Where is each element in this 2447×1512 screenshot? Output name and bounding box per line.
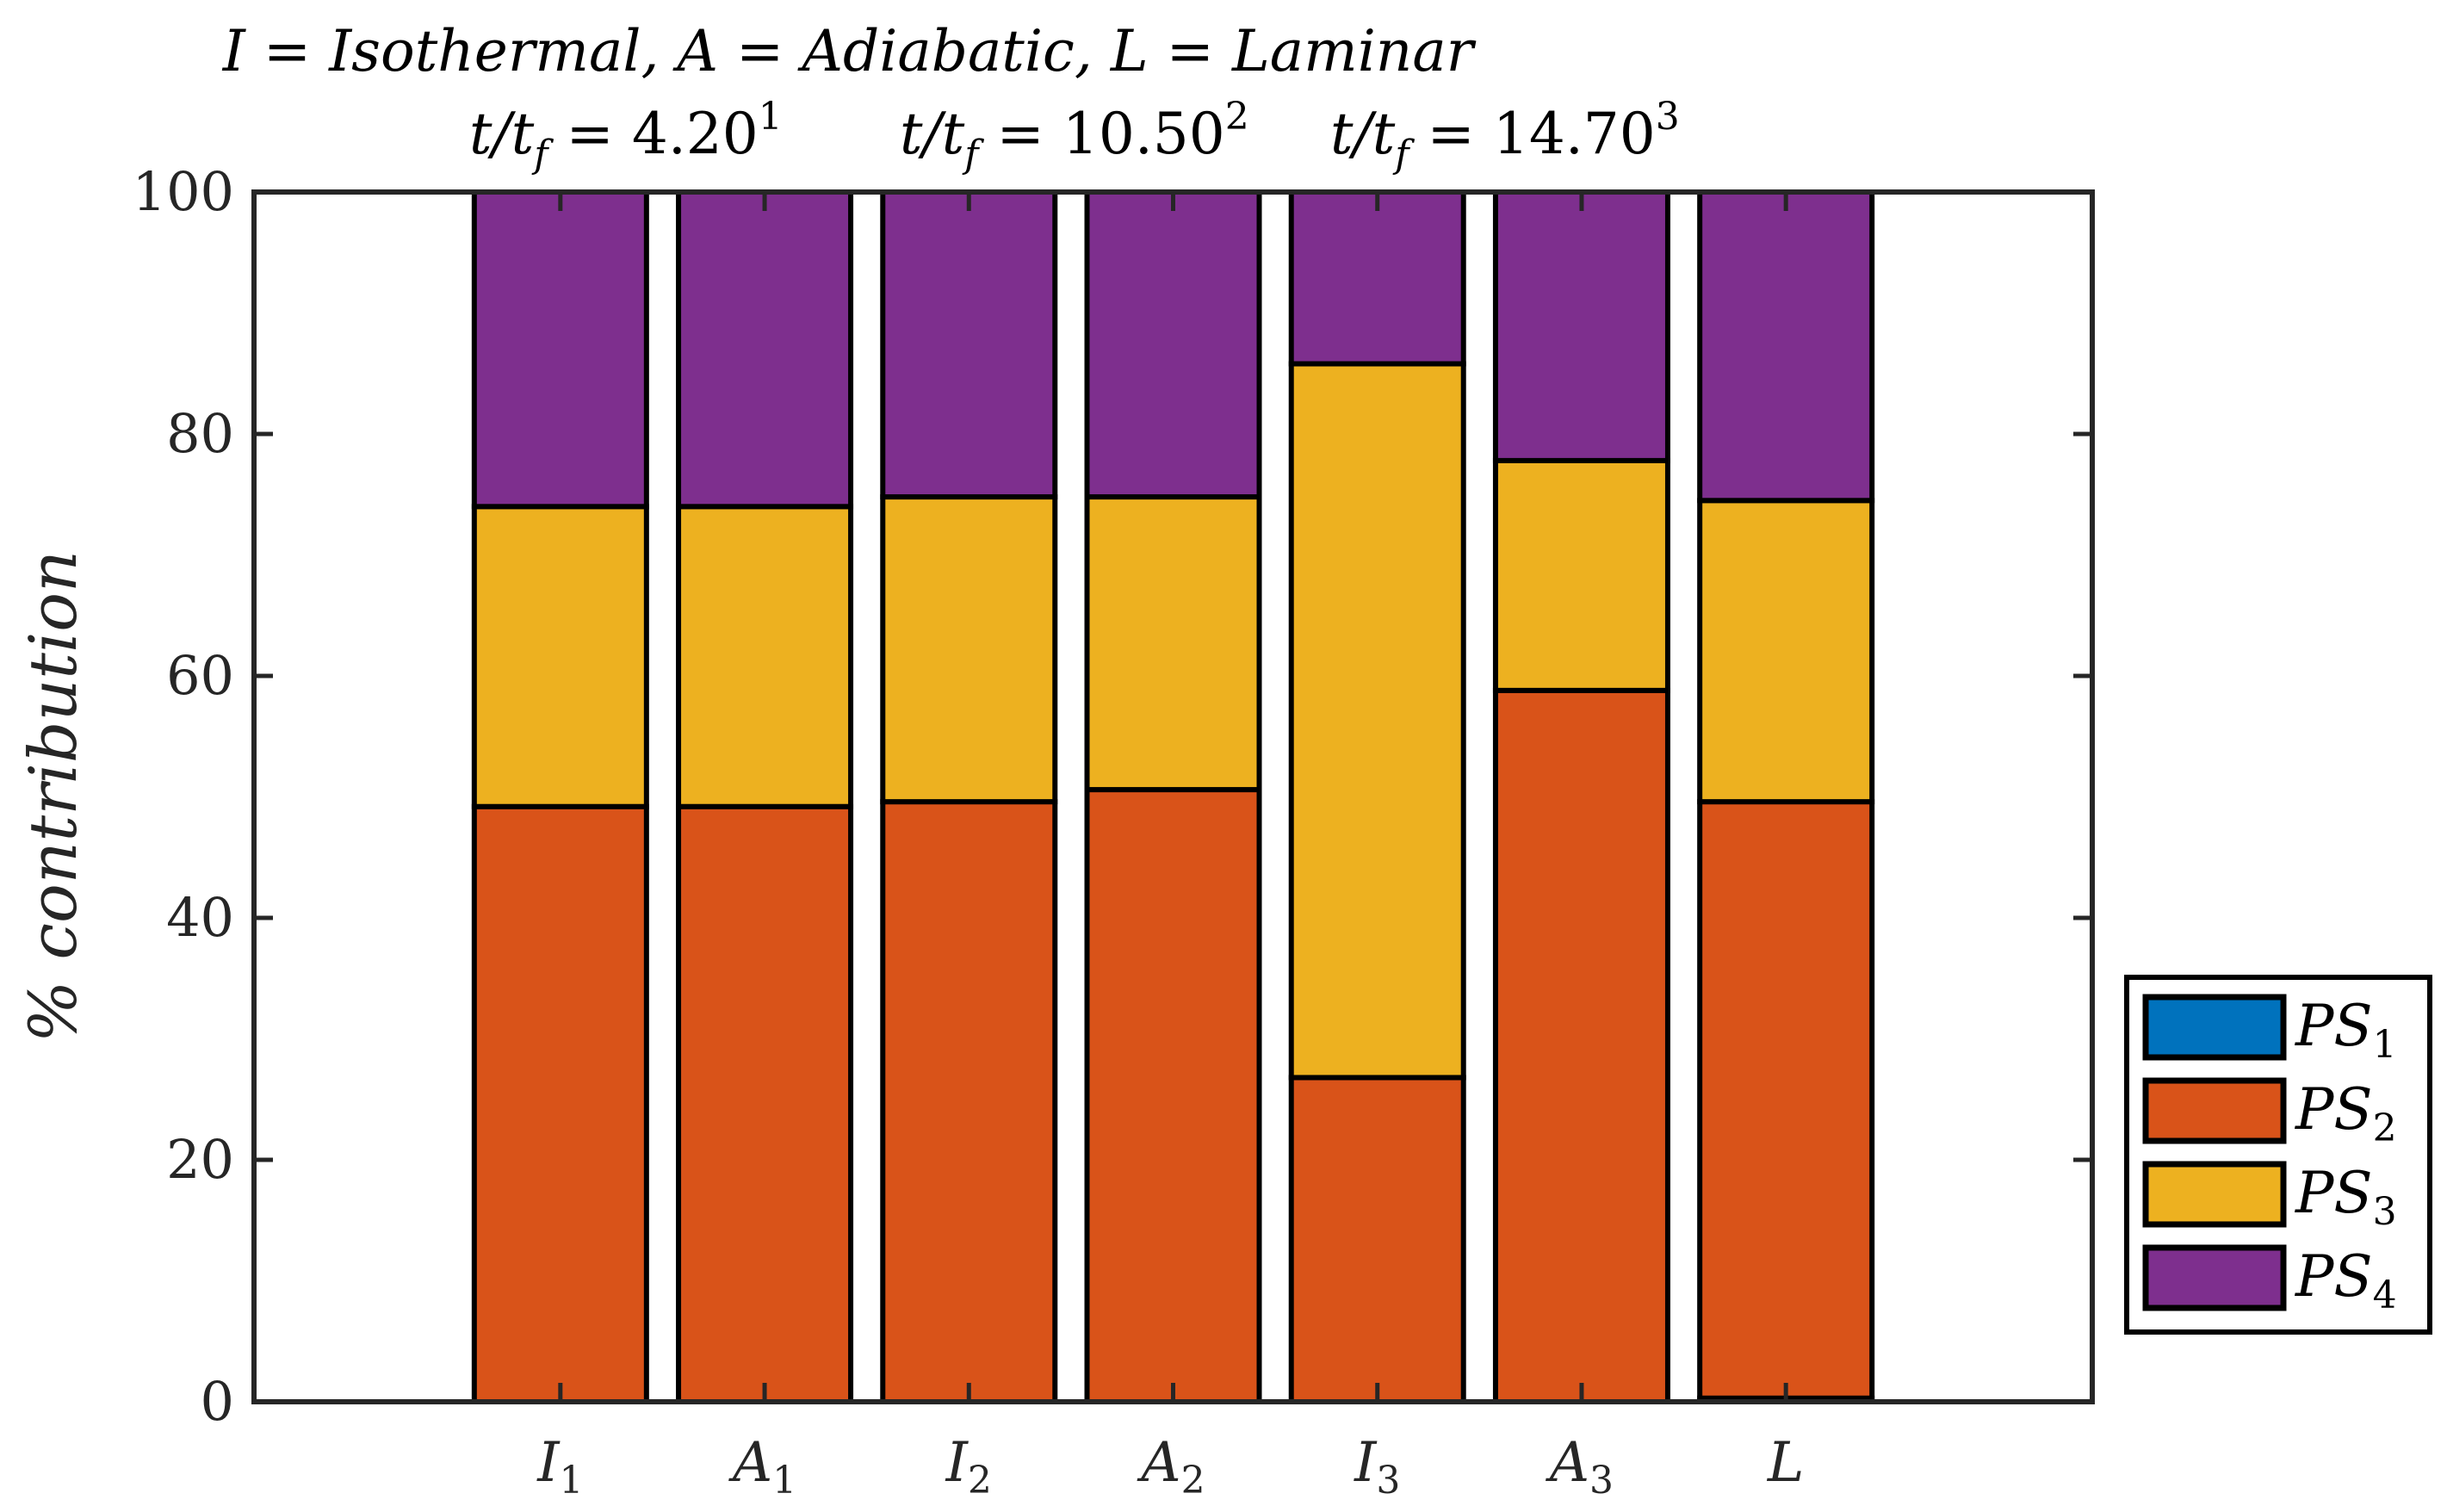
x-tick-label-a2: A2: [1137, 1431, 1205, 1503]
y-tick-label-0: 0: [201, 1370, 234, 1433]
bar-segment-i2-ps4: [880, 189, 1058, 500]
x-tick-label-l: L: [1767, 1431, 1805, 1495]
y-tick-label-100: 100: [133, 160, 234, 223]
title-time-1: t/tf = 4.201: [469, 95, 783, 177]
bar-segment-a2-ps3: [1084, 494, 1262, 793]
bar-segment-i1-ps3: [471, 504, 649, 809]
x-tick-labels: I1 A1 I2 A2 I3 A3 L: [536, 1431, 1804, 1503]
bar-segment-l-ps3: [1697, 498, 1875, 805]
y-tick-label-40: 40: [166, 886, 234, 949]
bar-segment-l-ps2: [1697, 799, 1875, 1401]
title-time-3: t/tf = 14.703: [1330, 95, 1680, 177]
x-tick-label-a1: A1: [728, 1431, 796, 1503]
y-tick-label-80: 80: [166, 402, 234, 465]
title-line-1: I = Isothermal, A = Adiabatic, L = Lamin…: [222, 18, 1477, 84]
legend-label-ps4: PS4: [2295, 1243, 2397, 1317]
y-axis-label: % contribution: [15, 550, 91, 1043]
title-time-2: t/tf = 10.502: [900, 95, 1249, 177]
legend-label-ps3: PS3: [2295, 1160, 2397, 1234]
bar-segment-i3-ps4: [1288, 189, 1466, 367]
y-tick-label-60: 60: [166, 644, 234, 707]
legend-label-ps2: PS2: [2295, 1076, 2397, 1150]
legend-swatch-ps1: [2142, 994, 2287, 1061]
bar-segment-a1-ps2: [676, 803, 854, 1404]
legend-label-ps1: PS1: [2295, 993, 2397, 1067]
x-tick-label-i2: I2: [945, 1431, 992, 1503]
bar-segment-a3-ps2: [1492, 687, 1670, 1404]
bar-segment-a2-ps2: [1084, 787, 1262, 1404]
y-tick-labels: 0 20 40 60 80 100: [133, 160, 234, 1433]
bars-group: [471, 189, 1875, 1405]
bar-segment-i1-ps4: [471, 189, 649, 510]
legend: PS1 PS2 PS3 PS4: [2124, 975, 2432, 1335]
title-line-2: t/tf = 4.201 t/tf = 10.502 t/tf = 14.703: [469, 95, 1680, 177]
axes-box: [251, 189, 2095, 1404]
bar-segment-l-ps4: [1697, 189, 1875, 504]
legend-swatch-ps3: [2142, 1161, 2287, 1228]
bar-segment-a3-ps4: [1492, 189, 1670, 463]
bar-segment-i3-ps3: [1288, 361, 1466, 1081]
bar-segment-a3-ps3: [1492, 457, 1670, 693]
bar-segment-a2-ps4: [1084, 189, 1262, 500]
bar-segment-a1-ps3: [676, 504, 854, 809]
x-tick-label-i3: I3: [1354, 1431, 1400, 1503]
x-tick-label-i1: I1: [536, 1431, 583, 1503]
chart-title: I = Isothermal, A = Adiabatic, L = Lamin…: [222, 18, 1680, 177]
y-tick-label-20: 20: [166, 1128, 234, 1191]
bar-segment-a1-ps4: [676, 189, 854, 510]
bar-segment-i2-ps2: [880, 799, 1058, 1404]
x-tick-label-a3: A3: [1546, 1431, 1614, 1503]
legend-swatch-ps4: [2142, 1244, 2287, 1311]
bar-segment-i2-ps3: [880, 494, 1058, 805]
bar-segment-i1-ps2: [471, 803, 649, 1404]
bar-segment-i3-ps2: [1288, 1075, 1466, 1404]
legend-swatch-ps2: [2142, 1077, 2287, 1144]
plot-area: [251, 189, 2095, 1405]
